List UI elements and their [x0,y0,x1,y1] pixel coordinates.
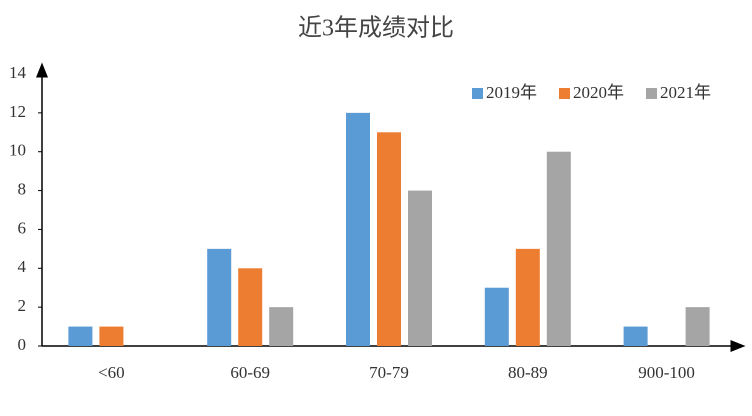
bar [408,190,432,346]
legend-swatch [646,88,657,99]
x-tick-label: 60-69 [230,363,270,382]
bar [238,268,263,346]
legend-swatch [472,88,483,99]
bar [623,326,648,346]
bar [99,326,124,346]
bar [515,248,540,346]
bar [269,307,294,346]
x-tick-label: 70-79 [369,363,409,382]
y-tick-label: 6 [18,218,27,237]
bar [377,132,401,346]
y-tick-label: 2 [18,296,27,315]
y-tick-label: 8 [18,179,27,198]
x-tick-label: 80-89 [508,363,548,382]
legend-label: 2019年 [486,83,537,102]
legend-swatch [559,88,570,99]
bar [546,151,571,346]
chart-title: 近3年成绩对比 [298,15,454,42]
bar [346,112,370,346]
y-tick-label: 12 [9,102,26,121]
x-tick-label: <60 [98,363,125,382]
x-tick-label: 900-100 [638,363,695,382]
y-tick-label: 10 [9,141,26,160]
bar [207,248,232,346]
legend-label: 2020年 [573,83,624,102]
legend-label: 2021年 [660,83,711,102]
y-tick-label: 14 [9,63,27,82]
bar [484,287,509,346]
bar [685,307,710,346]
y-tick-label: 4 [18,257,27,276]
bar [68,326,93,346]
y-tick-label: 0 [18,335,27,354]
